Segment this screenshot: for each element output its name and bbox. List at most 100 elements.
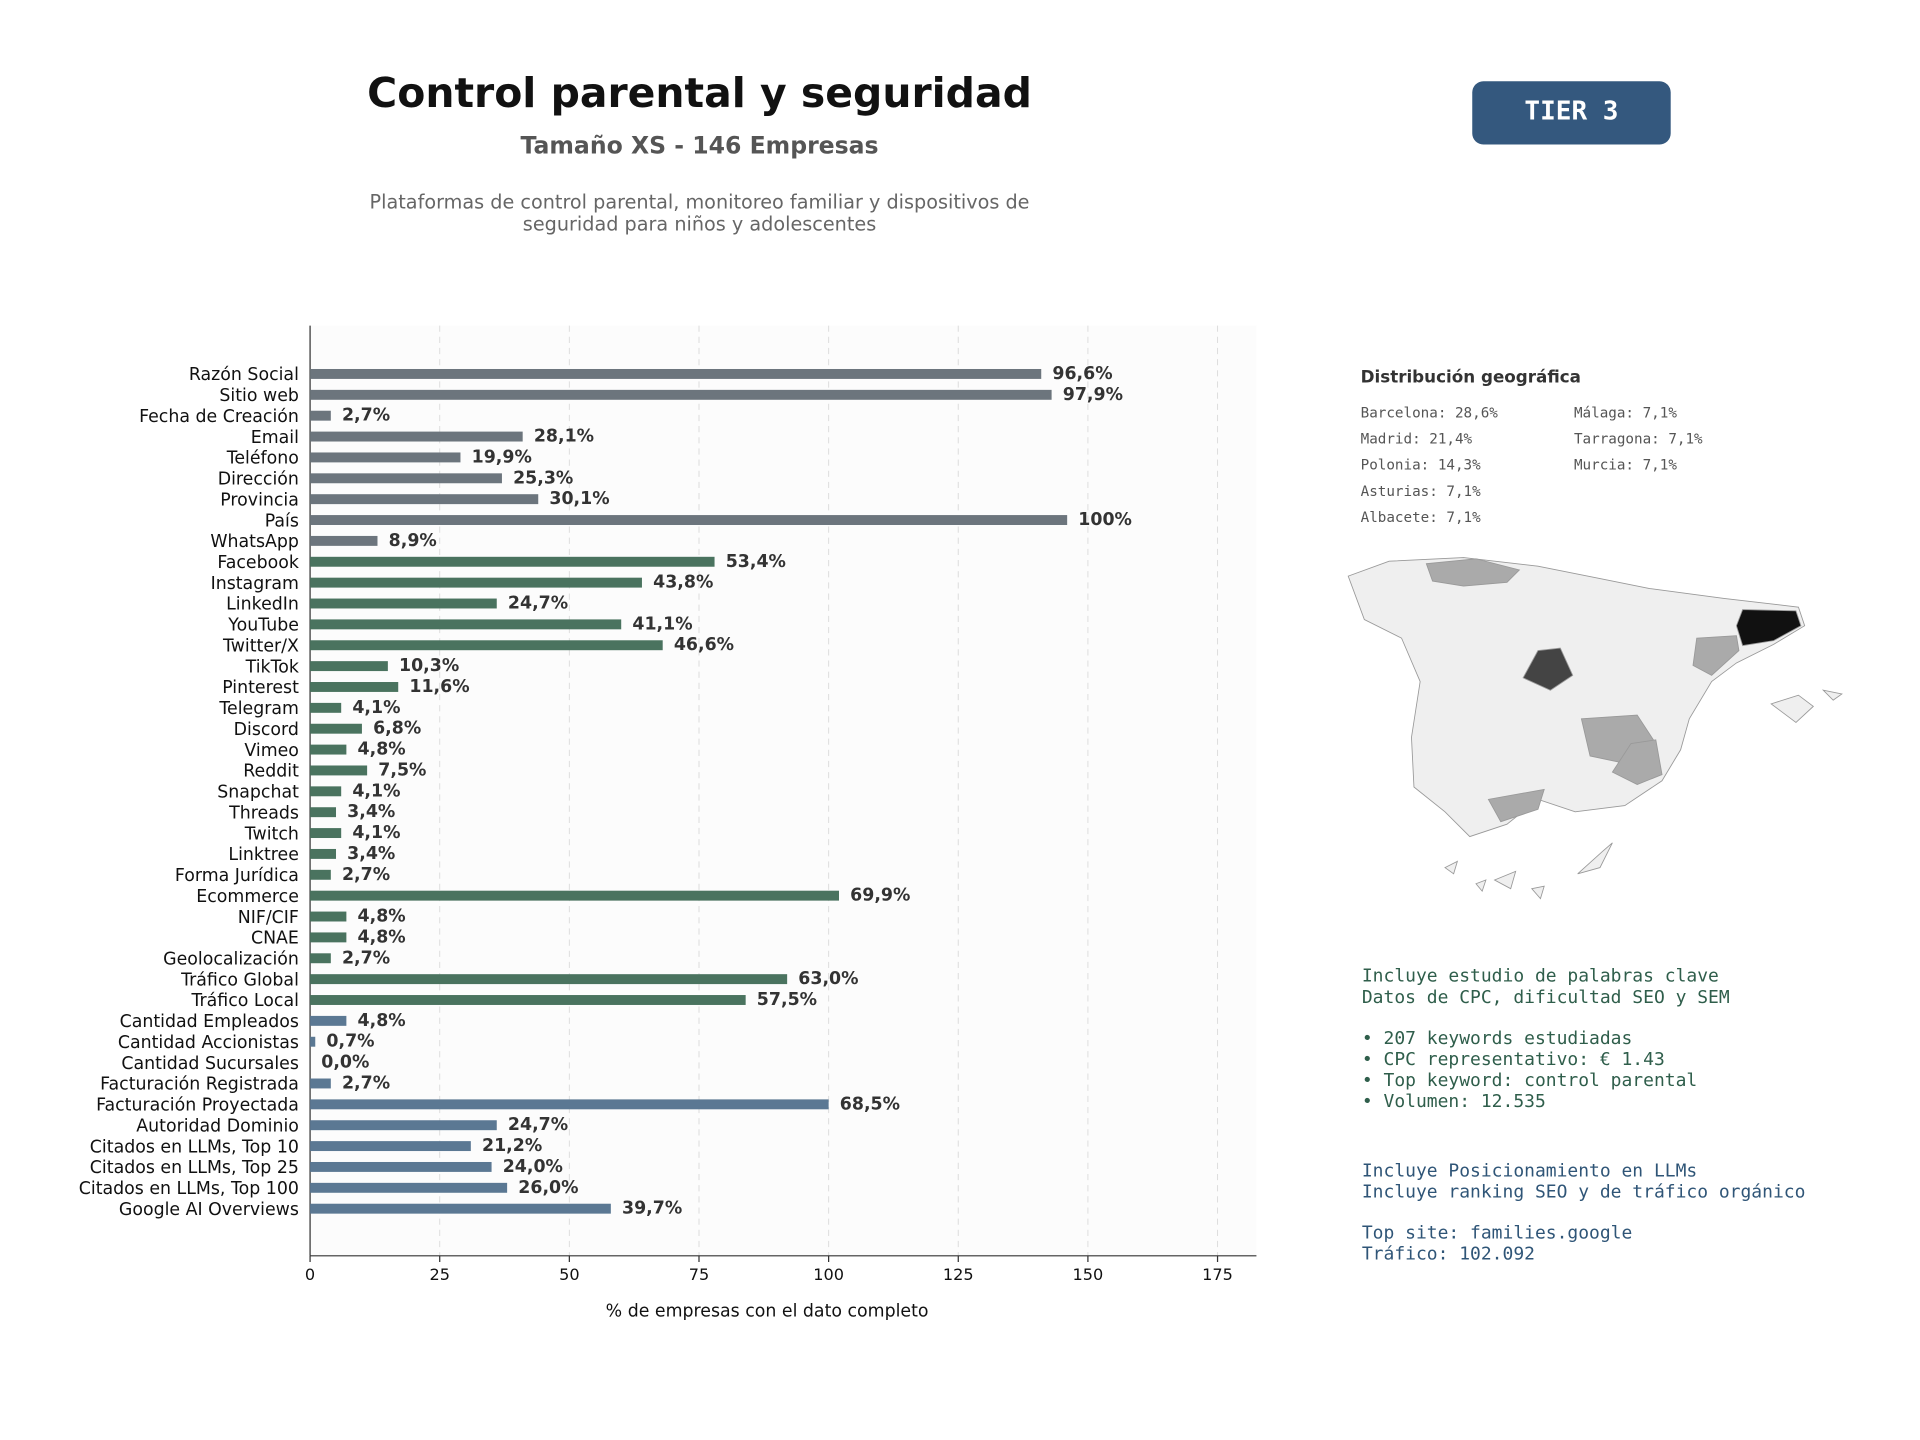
y-tick-label: Cantidad Sucursales [121,1054,299,1074]
value-label: 0,0% [321,1053,369,1073]
value-label: 6,8% [373,719,421,739]
keywords-line: • CPC representativo: € 1.43 [1362,1049,1665,1070]
x-tick-label: 50 [559,1265,580,1284]
value-label: 10,3% [399,656,459,676]
y-tick-label: YouTube [227,616,299,636]
map-tarragona [1692,635,1740,676]
value-label: 63,0% [798,969,858,989]
bar [310,786,342,797]
x-tick-label: 0 [305,1265,315,1284]
bar [310,452,461,463]
map-madrid [1522,647,1574,691]
y-tick-label: Pinterest [222,678,299,698]
bar [310,494,539,505]
bar [310,702,342,713]
value-label: 26,0% [518,1178,578,1198]
y-tick-label: Discord [234,720,299,740]
keywords-line: Datos de CPC, dificultad SEO y SEM [1362,987,1730,1008]
value-label: 69,9% [850,886,910,906]
value-label: 19,9% [472,447,532,467]
geo-entry: Málaga: 7,1% [1574,406,1677,422]
map-asturias [1425,558,1521,587]
y-tick-label: Citados en LLMs, Top 10 [90,1137,299,1157]
plot-area [310,325,1257,1256]
description: Plataformas de control parental, monitor… [370,190,1030,213]
value-label: 4,1% [352,823,400,843]
y-tick-label: Instagram [211,574,299,594]
bar [310,1182,508,1193]
bar [310,995,746,1005]
y-tick-label: Google AI Overviews [119,1200,299,1220]
value-label: 30,1% [549,489,609,509]
y-tick-label: Telegram [218,699,299,719]
geo-entry: Asturias: 7,1% [1361,484,1482,500]
bar [310,1015,347,1026]
bar [310,807,337,818]
geo-entry: Tarragona: 7,1% [1574,432,1703,448]
tier-label: TIER 3 [1524,97,1618,127]
y-tick-label: Razón Social [189,365,299,385]
bar [310,535,378,546]
value-label: 57,5% [757,990,817,1010]
y-tick-label: Cantidad Accionistas [118,1033,299,1053]
y-tick-label: Facturación Registrada [100,1075,299,1095]
y-tick-label: Tráfico Local [190,991,298,1011]
y-tick-label: LinkedIn [226,595,299,615]
value-label: 11,6% [409,677,469,697]
value-label: 96,6% [1052,364,1112,384]
y-tick-label: Threads [228,803,299,823]
value-label: 8,9% [389,531,437,551]
y-tick-label: Reddit [243,762,299,782]
y-tick-label: Dirección [218,470,299,490]
value-label: 2,7% [342,948,390,968]
value-label: 24,7% [508,1115,568,1135]
y-tick-label: Vimeo [244,741,299,761]
llm-line: Top site: families.google [1362,1222,1632,1243]
bar [310,1203,611,1214]
x-axis-label: % de empresas con el dato completo [606,1302,929,1322]
bar [310,1120,497,1131]
value-label: 2,7% [342,865,390,885]
y-tick-label: País [265,511,299,531]
bar [310,473,502,484]
subtitle: Tamaño XS - 146 Empresas [520,131,878,159]
map [1347,557,1843,900]
bar [310,848,337,859]
bar [310,911,347,922]
bar [310,932,347,943]
y-tick-label: Sitio web [219,386,299,406]
keywords-line: • Top keyword: control parental [1362,1070,1697,1091]
y-tick-label: TikTok [245,657,299,677]
y-tick-label: Email [251,428,299,448]
y-tick-label: Citados en LLMs, Top 100 [79,1179,299,1199]
bar [310,661,388,672]
y-tick-label: Linktree [228,845,298,865]
map-murcia [1611,739,1663,785]
geo-entry: Albacete: 7,1% [1361,510,1482,526]
value-label: 68,5% [840,1094,900,1114]
x-tick-label: 125 [943,1265,974,1284]
value-label: 28,1% [534,427,594,447]
value-label: 4,1% [352,698,400,718]
bar [310,682,399,692]
description: seguridad para niños y adolescentes [523,213,876,236]
bar [310,890,840,901]
bar [310,1141,471,1152]
value-label: 46,6% [674,635,734,655]
y-tick-label: Geolocalización [163,950,299,970]
value-label: 100% [1078,510,1132,530]
value-label: 4,8% [358,907,406,927]
geo-entry: Polonia: 14,3% [1361,458,1482,474]
y-tick-label: Teléfono [226,449,299,469]
value-label: 4,1% [352,781,400,801]
value-label: 4,8% [358,740,406,760]
llm-line: Incluye Posicionamiento en LLMs [1362,1160,1697,1181]
x-tick-label: 100 [813,1265,844,1284]
value-label: 43,8% [653,573,713,593]
llm-line: Incluye ranking SEO y de tráfico orgánic… [1362,1182,1806,1203]
y-tick-label: Autoridad Dominio [136,1116,299,1136]
keywords-line: • 207 keywords estudiadas [1362,1028,1632,1049]
map-baleares [1770,689,1843,724]
keywords-line: Incluye estudio de palabras clave [1362,966,1719,987]
